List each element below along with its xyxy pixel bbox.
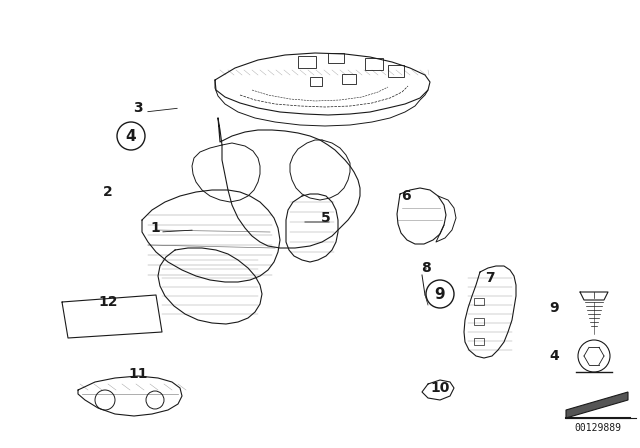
Circle shape — [426, 280, 454, 308]
Text: 11: 11 — [128, 367, 148, 381]
Bar — [310, 77, 322, 86]
Text: 12: 12 — [99, 295, 118, 309]
Bar — [328, 53, 344, 63]
Text: 4: 4 — [549, 349, 559, 363]
Text: 5: 5 — [321, 211, 331, 225]
Text: 1: 1 — [150, 221, 160, 235]
Text: 2: 2 — [103, 185, 113, 199]
Text: 9: 9 — [435, 287, 445, 302]
Bar — [298, 56, 316, 68]
Text: 4: 4 — [125, 129, 136, 143]
Bar — [474, 298, 484, 305]
Circle shape — [117, 122, 145, 150]
Text: 9: 9 — [549, 301, 559, 315]
Bar — [365, 58, 383, 70]
Text: 8: 8 — [421, 261, 431, 275]
Text: 00129889: 00129889 — [575, 423, 621, 433]
Text: 6: 6 — [401, 189, 411, 203]
Bar — [342, 74, 356, 84]
Bar — [474, 338, 484, 345]
Bar — [388, 65, 404, 77]
Text: 10: 10 — [430, 381, 450, 395]
Text: 3: 3 — [133, 101, 143, 115]
Polygon shape — [566, 392, 628, 418]
Bar — [474, 318, 484, 325]
Text: 7: 7 — [485, 271, 495, 285]
